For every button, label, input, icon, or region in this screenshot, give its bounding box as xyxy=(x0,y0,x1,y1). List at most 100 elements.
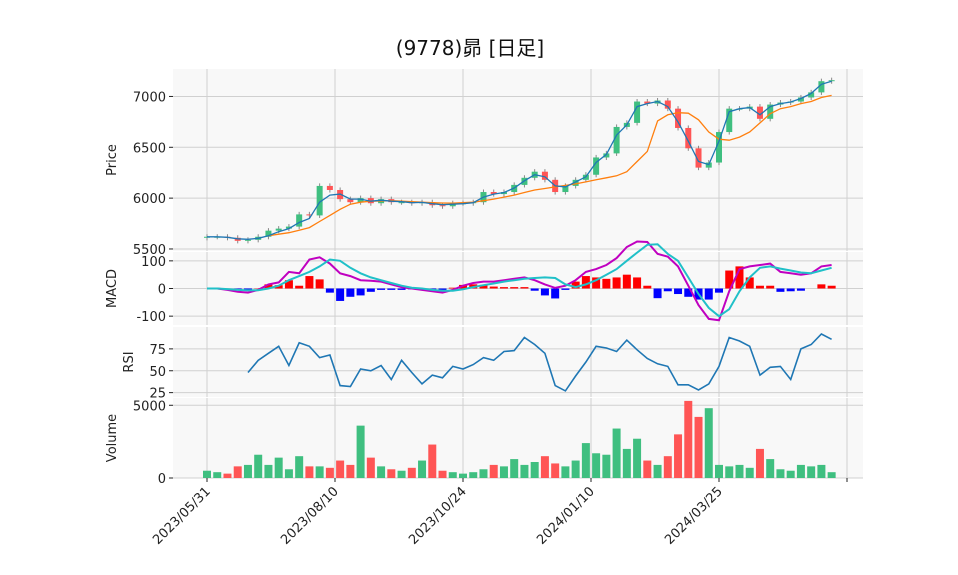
candle-down xyxy=(541,171,548,180)
volume-bar xyxy=(540,456,549,478)
volume-bar xyxy=(479,469,488,478)
volume-bar xyxy=(817,464,826,478)
candle-down xyxy=(306,214,313,216)
candle-up xyxy=(296,214,303,227)
macd-histogram-bar xyxy=(592,277,601,289)
candle-down xyxy=(756,106,763,119)
macd-ytick-label: 100 xyxy=(141,255,166,270)
x-tick-label: 2023/05/31 xyxy=(150,484,214,548)
rsi-ytick-label: 50 xyxy=(149,365,166,380)
macd-histogram-bar xyxy=(663,288,672,292)
macd-histogram-bar xyxy=(817,284,826,289)
candle-up xyxy=(808,92,815,98)
candle-up xyxy=(767,104,774,119)
macd-histogram-bar xyxy=(796,288,805,291)
volume-bar xyxy=(571,460,580,478)
volume-bar xyxy=(499,466,508,478)
macd-histogram-bar xyxy=(755,285,764,289)
volume-bar xyxy=(336,460,345,478)
rsi-axis-label: RSI xyxy=(122,351,137,372)
volume-bar xyxy=(807,466,816,478)
price-ytick-label: 6500 xyxy=(133,141,166,156)
macd-histogram-bar xyxy=(325,288,334,293)
macd-histogram-bar xyxy=(356,288,365,296)
macd-histogram-bar xyxy=(715,288,723,293)
volume-bar xyxy=(233,466,242,478)
candle-up xyxy=(316,185,323,216)
volume-bar xyxy=(633,438,642,478)
rsi-ytick-label: 75 xyxy=(149,343,166,358)
candle-down xyxy=(675,108,682,128)
volume-bar xyxy=(612,428,621,478)
macd-histogram-bar xyxy=(540,288,549,296)
macd-histogram-bar xyxy=(622,274,631,289)
candle-up xyxy=(593,157,600,175)
candle-down xyxy=(644,101,651,104)
volume-bar xyxy=(325,467,334,478)
volume-bar xyxy=(305,466,314,478)
candle-up xyxy=(797,97,804,102)
macd-histogram-bar xyxy=(674,288,683,295)
volume-bar xyxy=(704,408,713,478)
macd-histogram-bar xyxy=(827,285,836,289)
macd-histogram-bar xyxy=(704,288,713,300)
x-tick-label: 2023/10/24 xyxy=(406,484,470,548)
ma5-line xyxy=(207,80,832,240)
macd-histogram-bar xyxy=(684,288,693,297)
macd-histogram-bar xyxy=(571,281,580,289)
candle-down xyxy=(326,185,333,190)
macd-histogram-bar xyxy=(633,277,642,289)
volume-bar xyxy=(377,466,386,478)
volume-bar xyxy=(295,456,304,478)
candle-up xyxy=(244,239,251,241)
candle-up xyxy=(726,108,733,133)
macd-histogram-bar xyxy=(366,288,375,292)
macd-histogram-bar xyxy=(397,288,406,290)
volume-bar xyxy=(428,444,437,478)
volume-bar xyxy=(622,448,631,478)
volume-bar xyxy=(755,448,764,478)
rsi-panel-bg xyxy=(173,327,863,397)
macd-histogram-bar xyxy=(510,287,519,289)
macd-histogram-bar xyxy=(735,266,744,289)
volume-bar xyxy=(551,463,560,478)
volume-bar xyxy=(715,464,723,478)
macd-histogram-bar xyxy=(725,270,734,289)
macd-histogram-bar xyxy=(520,287,529,289)
x-tick-label: 2024/01/10 xyxy=(534,484,598,548)
volume-bar xyxy=(786,470,795,478)
macd-histogram-bar xyxy=(530,288,539,291)
candle-up xyxy=(603,153,610,158)
macd-histogram-bar xyxy=(776,288,785,292)
volume-bar xyxy=(592,453,601,478)
macd-line xyxy=(207,240,832,322)
volume-bar xyxy=(387,469,396,478)
x-tick-label: 2023/08/10 xyxy=(278,484,342,548)
volume-bar xyxy=(776,469,785,478)
volume-bar xyxy=(694,416,703,478)
candle-up xyxy=(828,80,835,82)
macd-ytick-label: -100 xyxy=(136,310,166,325)
candle-up xyxy=(357,198,364,203)
volume-bar xyxy=(510,459,519,478)
volume-bar xyxy=(315,466,324,478)
candle-down xyxy=(347,199,354,203)
volume-bar xyxy=(663,456,672,478)
candle-up xyxy=(716,132,722,163)
chart-title: (9778)昴 [日足] xyxy=(395,36,545,60)
candle-up xyxy=(562,185,569,193)
volume-bar xyxy=(264,464,273,478)
macd-histogram-bar xyxy=(284,280,293,289)
volume-bar xyxy=(602,454,611,478)
volume-bar xyxy=(643,460,652,478)
volume-bar xyxy=(725,466,734,478)
macd-ytick-label: 0 xyxy=(158,283,166,298)
macd-histogram-bar xyxy=(438,288,447,291)
volume-bar xyxy=(213,472,222,478)
volume-bar xyxy=(520,464,529,478)
price-axis-label: Price xyxy=(105,144,120,176)
volume-axis-label: Volume xyxy=(105,414,120,462)
candle-up xyxy=(818,81,825,93)
macd-histogram-bar xyxy=(264,284,273,289)
